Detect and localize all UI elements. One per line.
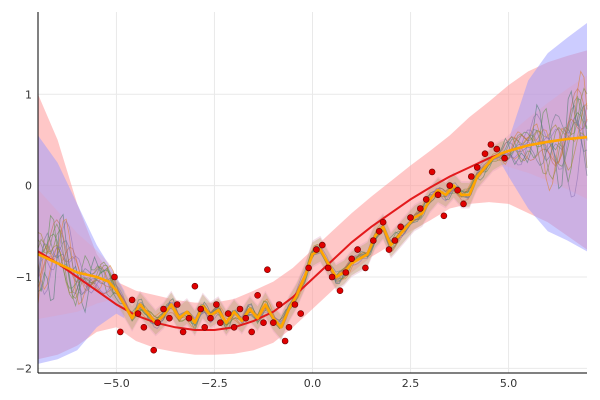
data-point [248, 328, 255, 336]
data-point [242, 314, 250, 322]
data-point [260, 319, 267, 327]
data-point [154, 319, 161, 327]
uncertainty-bands [38, 23, 587, 364]
data-point [336, 287, 344, 295]
data-point [422, 196, 430, 203]
y-tick-label: −1 [16, 271, 32, 284]
data-point [269, 319, 277, 327]
data-point [191, 282, 199, 290]
data-point [166, 314, 173, 322]
data-point [473, 164, 481, 171]
data-point [254, 291, 261, 299]
grid-lines [38, 12, 587, 373]
data-point [362, 264, 369, 272]
data-point [348, 255, 356, 263]
data-point [313, 246, 320, 253]
data-point [197, 305, 204, 313]
data-point [328, 273, 336, 281]
data-point [201, 323, 208, 331]
data-point [416, 205, 424, 212]
x-tick-label: −5.0 [103, 377, 130, 390]
data-point [217, 319, 224, 327]
data-point [369, 237, 377, 244]
data-point [111, 273, 118, 281]
data-point [318, 241, 326, 249]
data-point [324, 264, 332, 272]
data-point [440, 212, 448, 220]
data-point [501, 154, 508, 162]
data-point [264, 266, 271, 274]
data-point [446, 182, 454, 189]
data-point [342, 269, 350, 276]
data-point [134, 310, 142, 317]
y-tick-labels: −2 −1 0 1 [16, 88, 32, 375]
data-point [375, 228, 383, 235]
data-point [213, 301, 220, 308]
data-point [117, 328, 124, 336]
data-point [379, 218, 387, 226]
data-point [354, 246, 361, 253]
data-point [230, 323, 238, 331]
y-tick-label: −2 [16, 362, 32, 375]
x-tick-label: 2.5 [402, 377, 420, 390]
data-point [305, 264, 312, 272]
data-point [434, 191, 442, 199]
data-point [460, 200, 467, 208]
data-point [179, 328, 187, 336]
data-point [454, 186, 461, 194]
data-point [285, 323, 293, 331]
data-point [173, 301, 181, 308]
x-tick-label: −2.5 [201, 377, 228, 390]
data-point [385, 246, 393, 253]
data-point [397, 223, 405, 231]
x-tick-label: 0.0 [304, 377, 322, 390]
data-point [207, 314, 214, 322]
blue-confidence-band-right [500, 23, 587, 252]
data-point [281, 337, 289, 345]
x-tick-label: 5.0 [500, 377, 518, 390]
blue-confidence-band-left [38, 135, 125, 364]
data-point [224, 310, 232, 317]
data-point [236, 305, 244, 313]
axes [37, 12, 587, 374]
data-point [150, 346, 157, 354]
data-point [297, 310, 305, 317]
data-point [391, 237, 399, 244]
data-point [407, 214, 414, 221]
data-point [291, 301, 299, 308]
data-point [493, 145, 501, 153]
data-point [128, 296, 136, 304]
x-tick-labels: −5.0 −2.5 0.0 2.5 5.0 [103, 377, 517, 390]
data-point [428, 168, 436, 176]
y-tick-label: 0 [25, 180, 32, 193]
data-point [185, 314, 193, 322]
observation-points [111, 141, 508, 354]
data-point [160, 305, 167, 313]
data-point [481, 150, 489, 157]
data-point [275, 301, 283, 308]
data-point [467, 173, 475, 180]
y-tick-label: 1 [25, 88, 32, 101]
data-point [140, 323, 148, 331]
data-point [487, 141, 495, 148]
